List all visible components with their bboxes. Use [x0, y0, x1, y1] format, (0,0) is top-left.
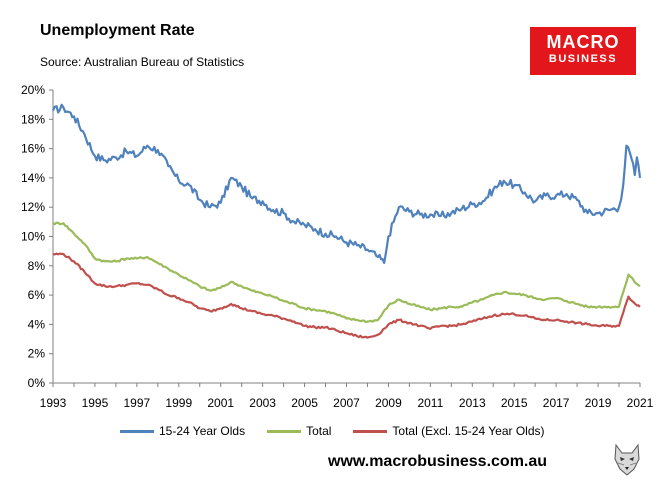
chart-legend: 15-24 Year Olds Total Total (Excl. 15-24… — [120, 424, 600, 438]
chart-subtitle: Source: Australian Bureau of Statistics — [40, 55, 245, 69]
macrobusiness-logo[interactable]: MACRO BUSINESS — [530, 27, 636, 75]
y-tick-label: 6% — [28, 288, 46, 302]
x-tick-label: 1993 — [40, 396, 67, 410]
y-tick-label: 4% — [28, 317, 46, 331]
website-url[interactable]: www.macrobusiness.com.au — [328, 453, 548, 470]
y-tick-label: 10% — [21, 230, 45, 244]
x-tick-label: 2021 — [627, 396, 654, 410]
x-tick-label: 2003 — [249, 396, 276, 410]
legend-label-total: Total — [306, 424, 332, 438]
legend-item-total: Total — [267, 424, 331, 438]
x-tick-label: 2013 — [459, 396, 486, 410]
logo-line-2: BUSINESS — [548, 53, 618, 65]
y-tick-label: 16% — [21, 142, 45, 156]
chart-title: Unemployment Rate — [40, 22, 195, 39]
y-tick-label: 14% — [21, 171, 45, 185]
legend-label-total-excl: Total (Excl. 15-24 Year Olds) — [392, 424, 545, 438]
y-tick-label: 12% — [21, 200, 45, 214]
x-tick-label: 2019 — [585, 396, 612, 410]
x-tick-label: 1997 — [124, 396, 151, 410]
y-tick-label: 0% — [28, 376, 46, 390]
x-tick-label: 2015 — [501, 396, 528, 410]
y-tick-label: 2% — [28, 347, 46, 361]
x-tick-label: 2001 — [207, 396, 234, 410]
legend-item-15-24: 15-24 Year Olds — [120, 424, 245, 438]
legend-item-total-excl: Total (Excl. 15-24 Year Olds) — [353, 424, 545, 438]
series-line-1 — [52, 221, 641, 324]
legend-swatch-15-24 — [120, 429, 154, 433]
x-tick-label: 2017 — [543, 396, 570, 410]
x-tick-label: 1995 — [82, 396, 109, 410]
wolf-icon — [614, 443, 640, 476]
x-tick-label: 2011 — [417, 396, 443, 410]
x-tick-label: 1999 — [165, 396, 192, 410]
x-tick-label: 2005 — [291, 396, 318, 410]
x-tick-label: 2007 — [333, 396, 360, 410]
legend-swatch-total-excl — [353, 429, 388, 433]
logo-line-1: MACRO — [546, 32, 620, 52]
y-tick-label: 8% — [28, 259, 46, 273]
y-tick-label: 20% — [21, 83, 45, 97]
x-tick-label: 2009 — [375, 396, 402, 410]
y-tick-label: 18% — [21, 112, 45, 126]
chart-axes: 0% 2% 4% 6% 8% 10% 12% 14% 16% 18% 20% 1993 1995 1997… — [21, 83, 654, 410]
series-line-0 — [52, 103, 642, 264]
legend-label-15-24: 15-24 Year Olds — [159, 424, 246, 438]
series-line-2 — [52, 252, 641, 339]
unemployment-line-chart: 0% 2% 4% 6% 8% 10% 12% 14% 16% 18% 20% 1993 1995 1997… — [21, 83, 654, 410]
legend-swatch-total — [267, 429, 302, 433]
chart-series-lines — [52, 103, 642, 339]
